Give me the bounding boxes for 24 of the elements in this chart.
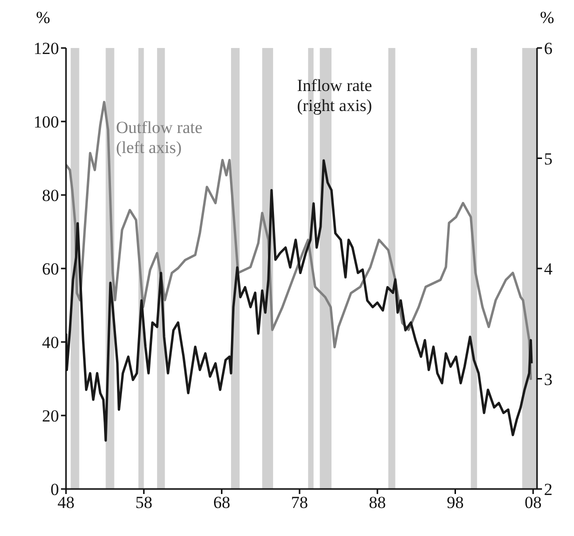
y2-axis-title: %: [540, 8, 554, 28]
line-series: [66, 100, 532, 382]
x-tick-label: 88: [368, 493, 386, 512]
x-tick-label: 48: [58, 493, 74, 512]
y2-tick-label: 6: [544, 39, 552, 58]
y-tick-label: 80: [42, 186, 59, 206]
y-tick-label: 0: [50, 480, 59, 500]
y2-tick-label: 4: [544, 260, 553, 279]
y2-tick-label: 5: [544, 149, 552, 168]
x-tick-label: 58: [135, 493, 152, 512]
x-tick-label: 08: [524, 493, 542, 512]
text: Inflow rate (right axis): [297, 76, 372, 116]
y2-tick-label: 2: [544, 480, 552, 500]
series-label: Outflow rate (left axis): [116, 118, 202, 158]
y2-tick-label: 3: [544, 370, 552, 389]
x-tick-label: 68: [213, 493, 230, 512]
y-axis-title: %: [36, 8, 50, 28]
y-tick-label: 20: [42, 406, 59, 426]
x-tick-label: 78: [291, 493, 308, 512]
y-tick-label: 100: [34, 112, 59, 132]
x-tick-label: 98: [446, 493, 464, 512]
y-tick-label: 40: [42, 333, 59, 352]
y-tick-label: 60: [42, 260, 59, 279]
y-tick-label: 120: [34, 39, 59, 58]
